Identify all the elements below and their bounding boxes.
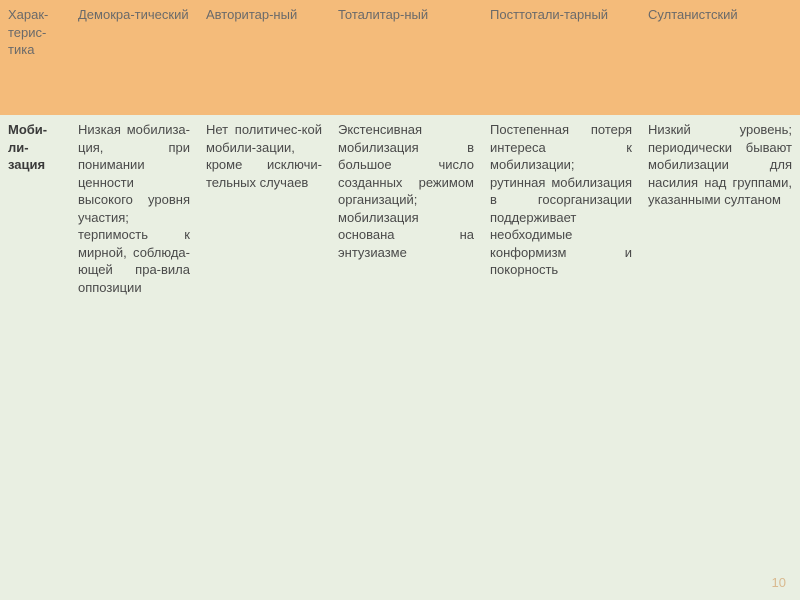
- col-header-sultanistic: Султанистский: [640, 0, 800, 115]
- col-header-totalitarian: Тоталитар-ный: [330, 0, 482, 115]
- col-header-authoritarian: Авторитар-ный: [198, 0, 330, 115]
- col-header-democratic: Демокра-тический: [70, 0, 198, 115]
- cell-democratic: Низкая мобилиза-ция, при понимании ценно…: [70, 115, 198, 600]
- row-header-mobilization: Моби-ли-зация: [0, 115, 70, 600]
- page-number: 10: [772, 575, 786, 590]
- table-row: Моби-ли-зация Низкая мобилиза-ция, при п…: [0, 115, 800, 600]
- table-header-row: Харак-терис-тика Демокра-тический Автори…: [0, 0, 800, 115]
- cell-posttotalitarian: Постепенная потеря интереса к мобилизаци…: [482, 115, 640, 600]
- regimes-table: Харак-терис-тика Демокра-тический Автори…: [0, 0, 800, 600]
- col-header-characteristic: Харак-терис-тика: [0, 0, 70, 115]
- col-header-posttotalitarian: Посттотали-тарный: [482, 0, 640, 115]
- cell-totalitarian: Экстенсивная мобилизация в большое число…: [330, 115, 482, 600]
- cell-sultanistic: Низкий уровень; периодически бывают моби…: [640, 115, 800, 600]
- cell-authoritarian: Нет политичес-кой мобили-зации, кроме ис…: [198, 115, 330, 600]
